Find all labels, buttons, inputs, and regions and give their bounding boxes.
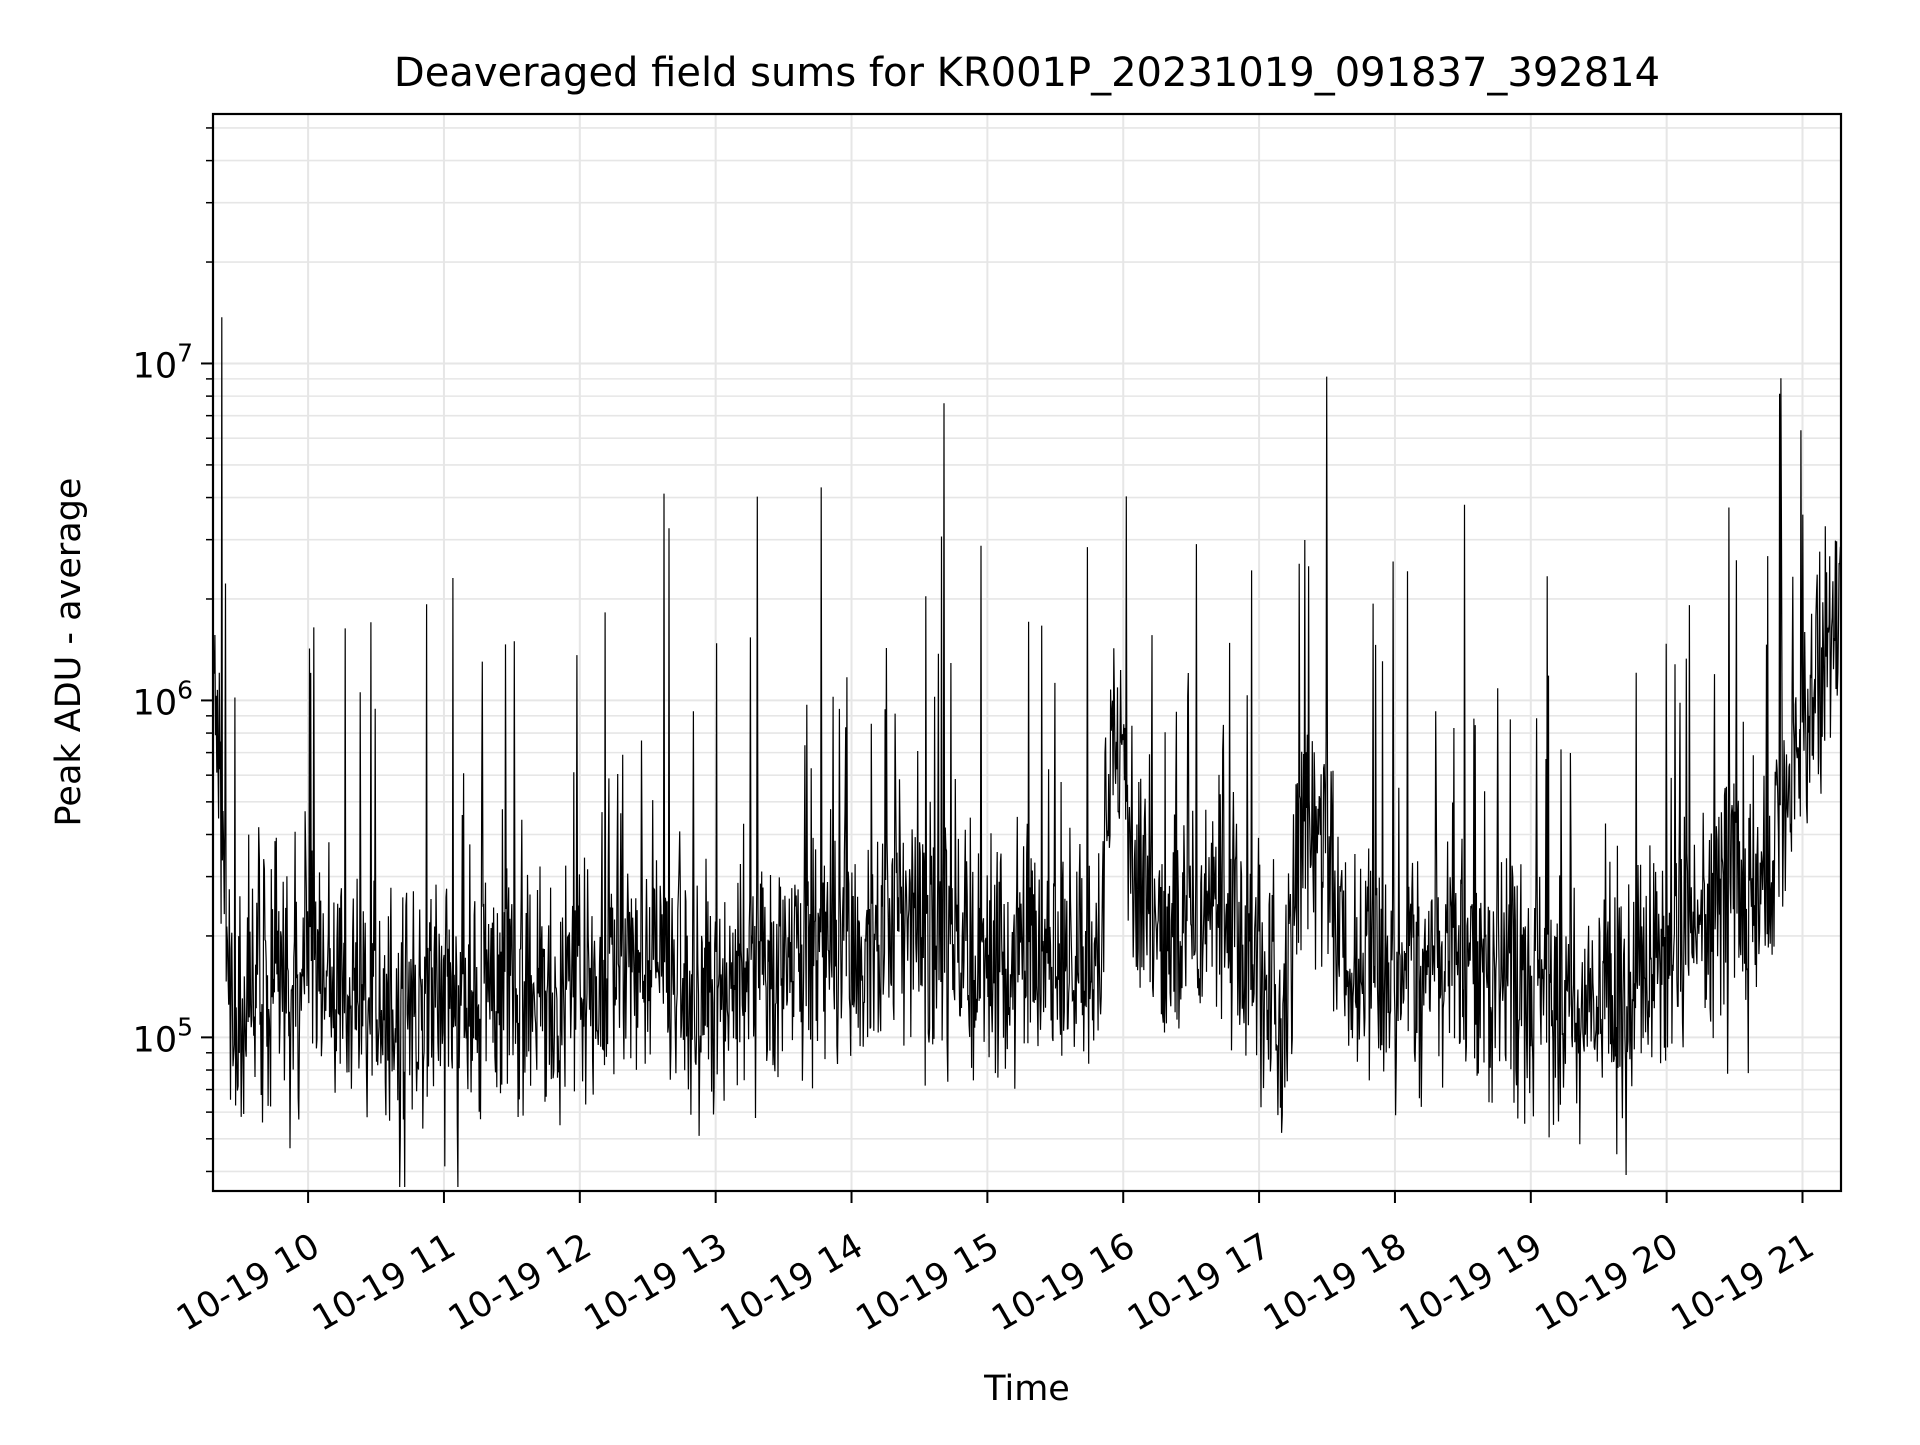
series-line [212, 317, 1842, 1188]
plot-frame [211, 112, 1843, 1193]
x-axis-label: Time [983, 1369, 1070, 1409]
y-tick-label: 106 [133, 675, 193, 723]
y-tick-label: 107 [133, 338, 193, 386]
grid [213, 114, 1841, 1191]
y-tick-label: 105 [133, 1012, 193, 1060]
y-axis-label: Peak ADU - average [49, 478, 89, 827]
chart-title: Deaveraged field sums for KR001P_2023101… [394, 50, 1660, 96]
y-axis: 105 106 107 [133, 127, 213, 1173]
series-layer [212, 317, 1842, 1188]
